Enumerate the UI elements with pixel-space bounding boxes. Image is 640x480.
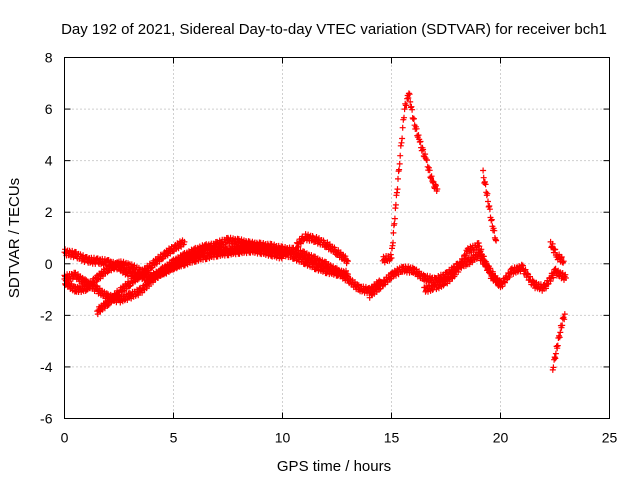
plot-frame: [64, 57, 610, 419]
chart-title: Day 192 of 2021, Sidereal Day-to-day VTE…: [61, 21, 607, 38]
series-track-g: [379, 90, 441, 266]
axis-ticks: 0 5 10 15 20 25 -6 -4 -2 0 2 4 6 8: [40, 50, 617, 446]
plus-markers-track-h: [421, 240, 504, 295]
data-marks: [61, 90, 569, 373]
series-track-d: [94, 237, 188, 318]
y-tick-label: 6: [45, 101, 53, 117]
plus-markers-track-f: [366, 249, 569, 301]
series-track-i: [480, 167, 500, 244]
x-tick-label: 15: [384, 430, 400, 446]
x-tick-label: 0: [61, 430, 69, 446]
y-tick-label: -6: [40, 411, 53, 427]
plus-markers-track-i: [480, 167, 500, 244]
series-track-e: [292, 231, 351, 267]
series-track-j: [547, 238, 567, 266]
x-axis-label: GPS time / hours: [277, 458, 391, 475]
y-tick-label: -4: [40, 359, 53, 375]
x-tick-label: 5: [170, 430, 178, 446]
x-tick-label: 20: [493, 430, 509, 446]
plus-markers-track-g: [379, 90, 441, 266]
plus-markers-track-e: [292, 231, 351, 267]
plus-markers-track-k: [549, 311, 568, 373]
grid: [64, 57, 610, 419]
y-tick-label: 0: [45, 256, 53, 272]
y-tick-label: 2: [45, 204, 53, 220]
y-tick-label: 8: [45, 50, 53, 66]
x-tick-label: 10: [275, 430, 291, 446]
y-tick-label: -2: [40, 307, 53, 323]
series-track-k: [549, 311, 568, 373]
plus-markers-track-d: [94, 237, 188, 318]
x-tick-label: 25: [602, 430, 618, 446]
plus-markers-track-j: [547, 238, 567, 266]
y-tick-label: 4: [45, 153, 53, 169]
series-track-f: [366, 249, 569, 301]
y-axis-label: SDTVAR / TECUs: [6, 178, 23, 298]
series-track-h: [421, 240, 504, 295]
